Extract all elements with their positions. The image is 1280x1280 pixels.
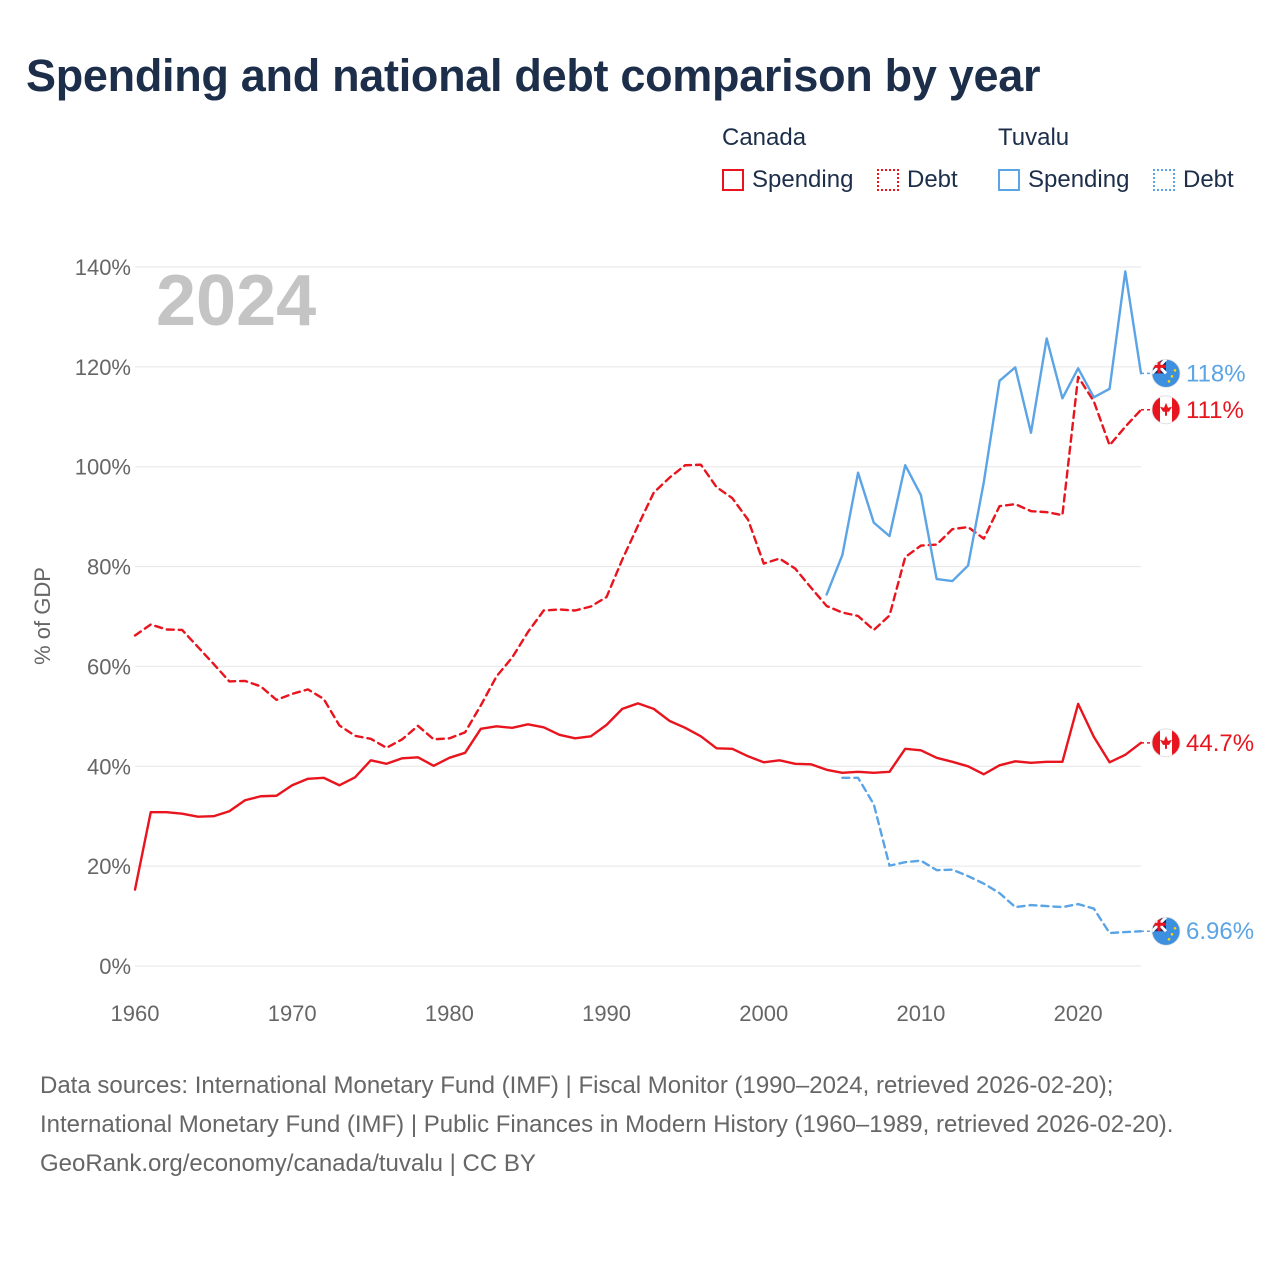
legend-country-canada: Canada — [722, 124, 807, 151]
legend-label-tuvalu-debt: Debt — [1183, 166, 1234, 193]
legend-item-tuvalu-spending[interactable]: Spending — [998, 166, 1129, 194]
x-tick-label: 2000 — [739, 1001, 788, 1026]
y-tick-label: 120% — [75, 355, 131, 380]
canada-flag-icon — [1151, 395, 1181, 425]
legend-label-canada-spending: Spending — [752, 166, 854, 193]
tuvalu-flag-icon — [1151, 916, 1181, 946]
legend-item-tuvalu-debt[interactable]: Debt — [1153, 166, 1234, 194]
legend-label-canada-debt: Debt — [907, 166, 958, 193]
series-line-tuvalu-spending[interactable] — [825, 270, 1143, 596]
x-tick-label: 1980 — [425, 1001, 474, 1026]
y-tick-label: 80% — [87, 555, 131, 580]
y-tick-label: 20% — [87, 854, 131, 879]
end-value-label: 118% — [1186, 360, 1246, 387]
chart-title: Spending and national debt comparison by… — [26, 50, 1041, 101]
canada-flag-icon — [1151, 728, 1181, 758]
series-line-canada-spending[interactable] — [133, 702, 1143, 891]
y-axis-label: % of GDP — [30, 567, 55, 665]
y-tick-label: 60% — [87, 654, 131, 679]
y-tick-label: 100% — [75, 455, 131, 480]
tuvalu-flag-icon — [1151, 358, 1181, 388]
end-value-label: 6.96% — [1186, 918, 1254, 945]
legend-swatch-canada-spending — [722, 169, 744, 191]
source-notes: Data sources: International Monetary Fun… — [40, 1066, 1240, 1183]
legend-swatch-tuvalu-spending — [998, 169, 1020, 191]
end-value-label: 111% — [1186, 397, 1244, 424]
legend-item-canada-spending[interactable]: Spending — [722, 166, 853, 194]
end-value-label: 44.7% — [1186, 730, 1254, 757]
x-tick-label: 1970 — [268, 1001, 317, 1026]
year-watermark: 2024 — [156, 261, 316, 341]
y-tick-label: 0% — [99, 954, 131, 979]
line-chart: 0% 20% 40% 60% 80% 100% 120% 140% 1960 1970 1980 19… — [30, 255, 1254, 1026]
source-citation: Data sources: International Monetary Fun… — [40, 1072, 1174, 1138]
y-tick-label: 140% — [75, 255, 131, 280]
legend: Canada Spending Debt Tuvalu Spending Deb… — [722, 124, 1262, 204]
legend-label-tuvalu-spending: Spending — [1028, 166, 1130, 193]
y-tick-label: 40% — [87, 754, 131, 779]
legend-swatch-canada-debt — [877, 169, 899, 191]
legend-item-canada-debt[interactable]: Debt — [877, 166, 958, 194]
x-tick-label: 2020 — [1054, 1001, 1103, 1026]
series-line-tuvalu-debt[interactable] — [841, 776, 1143, 935]
legend-swatch-tuvalu-debt — [1153, 169, 1175, 191]
x-tick-label: 2010 — [896, 1001, 945, 1026]
x-tick-label: 1960 — [111, 1001, 160, 1026]
series-line-canada-debt[interactable] — [133, 375, 1143, 750]
x-tick-label: 1990 — [582, 1001, 631, 1026]
legend-country-tuvalu: Tuvalu — [998, 124, 1070, 151]
source-attribution: GeoRank.org/economy/canada/tuvalu | CC B… — [40, 1150, 536, 1177]
